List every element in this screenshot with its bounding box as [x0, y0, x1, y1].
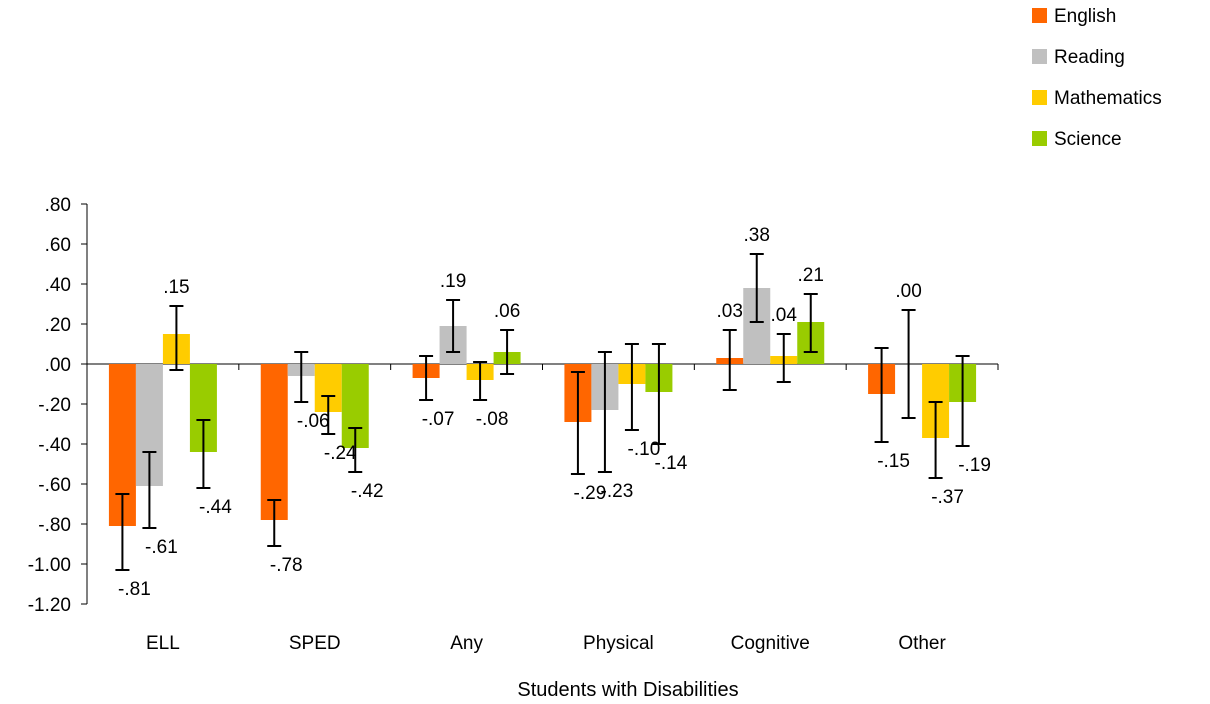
x-tick-label: ELL	[146, 633, 180, 654]
data-label: .15	[163, 277, 189, 298]
x-tick-label: Physical	[583, 633, 654, 654]
y-tick-label: -.40	[38, 435, 71, 456]
data-label: -.23	[601, 481, 634, 502]
data-label: .38	[744, 225, 770, 246]
legend-swatch	[1032, 49, 1047, 64]
y-tick-label: .60	[45, 235, 71, 256]
error-bars	[115, 253, 970, 571]
y-tick-label: .20	[45, 315, 71, 336]
legend-label: Mathematics	[1054, 88, 1162, 109]
y-tick-label: -.80	[38, 515, 71, 536]
data-label: .04	[771, 305, 798, 326]
data-label: -.24	[324, 443, 357, 464]
data-label: -.37	[931, 487, 964, 508]
data-label: -.29	[574, 483, 607, 504]
bar	[260, 364, 288, 520]
data-label: .21	[798, 265, 824, 286]
data-label: .06	[494, 301, 520, 322]
y-tick-label: -1.00	[28, 555, 71, 576]
y-tick-label: .40	[45, 275, 71, 296]
data-label: -.10	[628, 439, 661, 460]
data-label: -.42	[351, 481, 384, 502]
x-axis-title: Students with Disabilities	[517, 679, 738, 701]
data-labels: -.81 -.78 -.07 -.29 .03 -.15 -.61 -.06 .19 -.23 .3…	[118, 225, 991, 600]
data-label: -.14	[655, 453, 688, 474]
data-label: -.07	[422, 409, 455, 430]
axes: .80 .60 .40 .20 .00 -.20 -.40 -.60 -.80 -1.00 -1.2…	[28, 195, 999, 654]
legend-swatch	[1032, 90, 1047, 105]
x-tick-label: SPED	[289, 633, 341, 654]
data-label: -.19	[958, 455, 991, 476]
bars	[108, 288, 977, 526]
legend-label: Reading	[1054, 47, 1125, 68]
data-label: .03	[717, 301, 743, 322]
y-tick-label: -1.20	[28, 595, 71, 616]
data-label: -.81	[118, 579, 151, 600]
data-label: -.78	[270, 555, 303, 576]
x-tick-label: Any	[450, 633, 483, 654]
y-tick-label: .00	[45, 355, 71, 376]
y-tick-label: .80	[45, 195, 71, 216]
y-tick-label: -.60	[38, 475, 71, 496]
legend-swatch	[1032, 8, 1047, 23]
data-label: -.44	[199, 497, 232, 518]
data-label: .19	[440, 271, 466, 292]
data-label: -.61	[145, 537, 178, 558]
legend-label: Science	[1054, 129, 1122, 150]
data-label: -.06	[297, 411, 330, 432]
data-label: -.15	[877, 451, 910, 472]
data-label: .00	[895, 281, 921, 302]
data-label: -.08	[476, 409, 509, 430]
x-tick-label: Other	[898, 633, 946, 654]
legend: English Reading Mathematics Science	[1032, 6, 1162, 150]
legend-label: English	[1054, 6, 1116, 27]
legend-swatch	[1032, 131, 1047, 146]
x-tick-label: Cognitive	[731, 633, 810, 654]
y-tick-label: -.20	[38, 395, 71, 416]
